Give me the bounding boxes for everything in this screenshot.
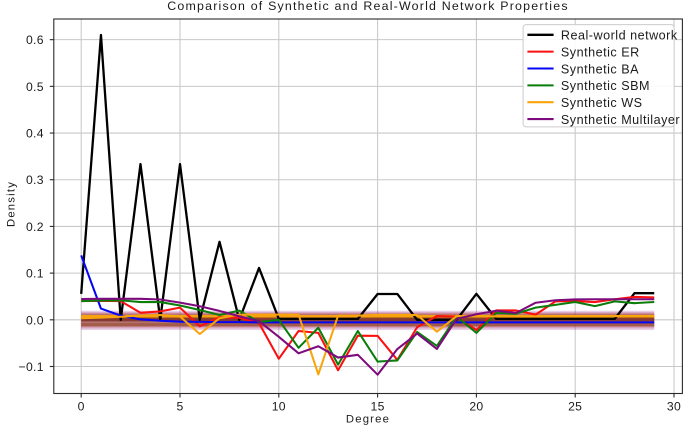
svg-text:0.0: 0.0 <box>26 313 44 327</box>
svg-text:Synthetic Multilayer: Synthetic Multilayer <box>561 113 680 127</box>
svg-text:10: 10 <box>272 400 286 414</box>
svg-text:5: 5 <box>176 400 183 414</box>
svg-text:0.6: 0.6 <box>26 33 44 47</box>
svg-text:Comparison of Synthetic and Re: Comparison of Synthetic and Real-World N… <box>167 0 568 13</box>
svg-text:15: 15 <box>371 400 385 414</box>
svg-text:Synthetic BA: Synthetic BA <box>561 62 639 76</box>
svg-text:−0.1: −0.1 <box>19 360 44 374</box>
svg-text:0.1: 0.1 <box>26 267 44 281</box>
svg-text:Synthetic ER: Synthetic ER <box>561 45 640 59</box>
svg-text:0: 0 <box>78 400 85 414</box>
svg-text:25: 25 <box>568 400 582 414</box>
svg-text:0.4: 0.4 <box>26 126 44 140</box>
svg-text:0.3: 0.3 <box>26 173 44 187</box>
svg-text:20: 20 <box>469 400 483 414</box>
svg-text:Synthetic WS: Synthetic WS <box>561 96 643 110</box>
svg-text:Density: Density <box>6 181 18 227</box>
svg-text:Real-world network: Real-world network <box>561 29 678 43</box>
svg-text:30: 30 <box>667 400 681 414</box>
svg-text:0.5: 0.5 <box>26 80 44 94</box>
svg-text:Synthetic SBM: Synthetic SBM <box>561 79 650 93</box>
svg-text:Degree: Degree <box>346 414 390 426</box>
svg-text:0.2: 0.2 <box>26 220 44 234</box>
